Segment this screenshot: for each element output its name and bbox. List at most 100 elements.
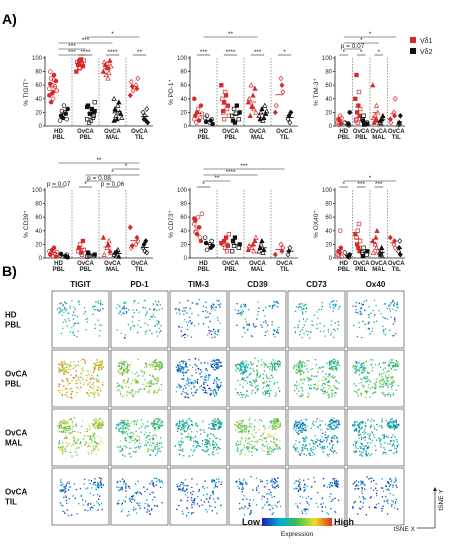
tsne-point [352, 305, 354, 307]
tsne-point [312, 442, 314, 444]
tsne-point [392, 379, 395, 382]
tsne-point [395, 419, 397, 421]
tsne-point [101, 303, 104, 306]
tsne-point [186, 324, 189, 326]
tsne-point [195, 369, 197, 371]
tsne-point [152, 437, 154, 440]
tsne-point [335, 481, 338, 483]
data-point [141, 241, 147, 248]
tsne-point [97, 498, 100, 501]
data-point [370, 249, 377, 255]
tsne-point [326, 486, 328, 488]
tsne-point [93, 434, 95, 436]
tsne-point [188, 321, 190, 323]
tsne-point [143, 387, 145, 390]
tsne-point [262, 506, 264, 508]
tsne-point [85, 329, 87, 331]
tsne-point [156, 505, 158, 507]
tsne-point [234, 309, 236, 311]
tsne-point [331, 419, 333, 421]
data-point [74, 69, 79, 74]
tsne-point [156, 365, 158, 368]
data-point [261, 114, 267, 120]
tsne-cell [51, 408, 110, 467]
tsne-point [116, 445, 118, 448]
data-point [129, 242, 135, 249]
tsne-point [241, 486, 243, 488]
tsne-point [179, 313, 181, 315]
tsne-point [242, 488, 244, 490]
tsne-point [302, 444, 305, 446]
tsne-point [364, 369, 366, 372]
data-point [116, 253, 122, 259]
tsne-point [331, 428, 333, 430]
tsne-point [326, 512, 328, 514]
tsne-point [67, 372, 69, 374]
tsne-point [94, 422, 97, 424]
tsne-cell-frame [110, 408, 169, 467]
tsne-point [60, 332, 62, 335]
tsne-point [124, 382, 126, 385]
tsne-point [124, 427, 126, 430]
tsne-point [101, 383, 104, 386]
data-point [287, 244, 293, 251]
tsne-point [331, 359, 334, 361]
tsne-point [102, 384, 104, 386]
tsne-point [177, 428, 180, 430]
tsne-point [65, 495, 67, 497]
tsne-point [65, 499, 68, 502]
tsne-point [241, 488, 243, 491]
tsne-point [297, 507, 299, 509]
tsne-point [396, 423, 399, 426]
tsne-point [158, 479, 160, 481]
tsne-point [271, 361, 273, 363]
tsne-point [183, 360, 185, 363]
tsne-point [157, 377, 159, 379]
tsne-point [144, 502, 146, 505]
tsne-point [299, 333, 301, 336]
tsne-point [102, 484, 105, 486]
tsne-point [296, 387, 298, 390]
tsne-point [366, 455, 368, 457]
data-point [114, 116, 120, 122]
tsne-point [206, 434, 209, 436]
tsne-point [158, 419, 161, 421]
data-point [113, 253, 119, 259]
tsne-point [130, 447, 132, 449]
tsne-point [216, 363, 218, 365]
tsne-point [193, 386, 195, 388]
tsne-point [375, 449, 377, 451]
tsne-point [182, 487, 184, 489]
tsne-point [365, 299, 368, 302]
tsne-point [213, 424, 216, 426]
tsne-point [302, 361, 304, 363]
tsne-point [263, 381, 266, 383]
tsne-point [382, 393, 385, 396]
tsne-point [297, 365, 299, 367]
tsne-point [215, 306, 217, 309]
tsne-point [295, 480, 297, 482]
tsne-point [145, 363, 147, 366]
tsne-point [194, 392, 196, 394]
tsne-point [355, 311, 358, 314]
tsne-point [158, 369, 160, 371]
tsne-point [248, 450, 250, 453]
tsne-point [156, 423, 158, 425]
tsne-point [59, 369, 62, 372]
tsne-point [394, 447, 396, 449]
tsne-point [131, 495, 133, 498]
tsne-point [94, 448, 96, 451]
tsne-point [310, 427, 312, 429]
tsne-point [77, 364, 79, 366]
tsne-point [145, 312, 148, 315]
tsne-point [313, 443, 315, 445]
tsne-point [241, 424, 243, 427]
tsne-point [125, 385, 128, 388]
tsne-point [360, 438, 363, 440]
tsne-point [360, 454, 362, 456]
tsne-point [324, 431, 327, 433]
tsne-point [238, 363, 240, 365]
tsne-point [321, 506, 323, 508]
tsne-point [186, 491, 189, 494]
tsne-point [387, 384, 389, 387]
